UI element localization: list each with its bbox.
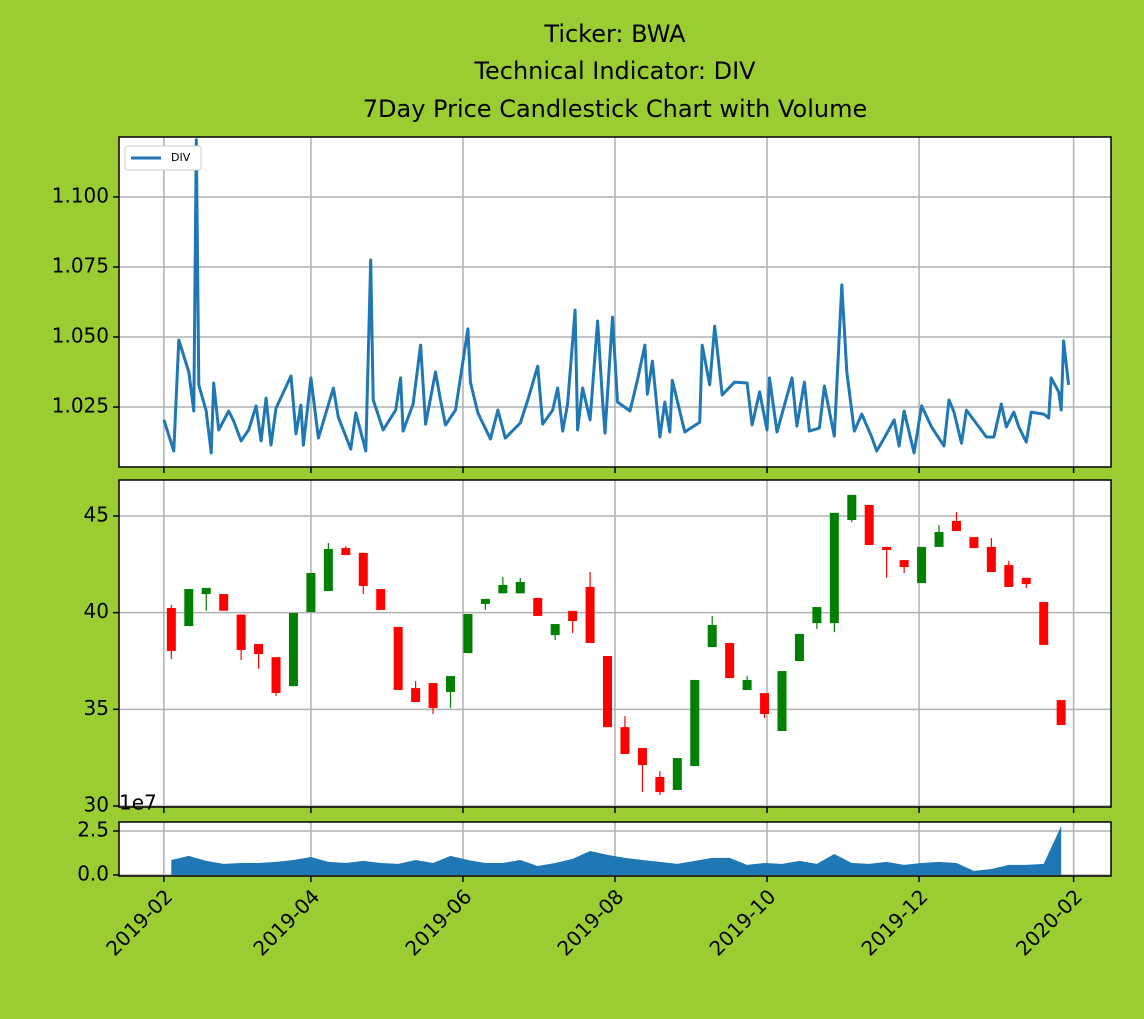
candle-body xyxy=(254,643,264,655)
plot-layer xyxy=(119,137,1111,467)
candle-body xyxy=(794,633,804,662)
y-tick-label: 45 xyxy=(84,502,109,526)
candle-body xyxy=(236,614,246,650)
candle-body xyxy=(882,546,892,551)
y-tick-label: 1.025 xyxy=(52,394,109,418)
offset-label: 1e7 xyxy=(119,791,157,815)
candle-body xyxy=(445,676,455,692)
candle-body xyxy=(899,560,909,568)
y-tick-label: 35 xyxy=(84,696,109,720)
candle-body xyxy=(672,758,682,790)
div-line xyxy=(162,138,1071,455)
title-line: Technical Indicator: DIV xyxy=(473,57,756,85)
candle-body xyxy=(847,494,857,521)
candle-body xyxy=(411,688,421,702)
candle-body xyxy=(358,552,368,586)
candle-body xyxy=(498,585,508,594)
volume-area xyxy=(171,826,1062,875)
candle-body xyxy=(533,597,543,616)
candle-body xyxy=(951,520,961,532)
candle-body xyxy=(707,625,717,648)
plot-layer xyxy=(119,480,1111,807)
candle-body xyxy=(655,777,665,793)
candle-body xyxy=(463,614,473,654)
y-tick-label: 40 xyxy=(84,599,109,623)
candle-body xyxy=(341,548,351,556)
candle-body xyxy=(568,610,578,621)
candle-body xyxy=(219,594,229,611)
candle-body xyxy=(306,573,316,613)
candle-body xyxy=(166,608,176,651)
candle-body xyxy=(637,748,647,766)
candle-body xyxy=(201,587,211,595)
candle-body xyxy=(603,655,613,728)
legend-box xyxy=(124,145,202,171)
y-tick-label: 30 xyxy=(84,793,109,817)
candle-body xyxy=(393,626,403,691)
y-tick-label: 1.075 xyxy=(52,253,109,277)
candle-body xyxy=(480,598,490,604)
plot-layer xyxy=(119,822,1111,876)
candle-body xyxy=(934,532,944,547)
candle-body xyxy=(986,546,996,573)
plot-frame xyxy=(118,479,1112,808)
candle-body xyxy=(323,549,333,591)
candle-body xyxy=(184,589,194,626)
candle-body xyxy=(864,504,874,545)
candle-body xyxy=(515,581,525,594)
candle-body xyxy=(812,607,822,624)
candle-body xyxy=(742,679,752,691)
plot-frame xyxy=(118,821,1112,877)
title-line: Ticker: BWA xyxy=(543,20,686,48)
candle-body xyxy=(725,643,735,679)
candle-body xyxy=(550,624,560,636)
candle-body xyxy=(585,586,595,644)
candle-body xyxy=(969,537,979,549)
candle-body xyxy=(376,589,386,610)
plot-frame xyxy=(118,136,1112,468)
candle-body xyxy=(690,679,700,767)
y-tick-label: 1.100 xyxy=(52,183,109,207)
candle-body xyxy=(777,671,787,732)
candle-body xyxy=(1056,700,1066,726)
candle-body xyxy=(829,512,839,624)
candle-body xyxy=(288,613,298,687)
candle-body xyxy=(620,727,630,755)
candle-body xyxy=(271,657,281,693)
title-line: 7Day Price Candlestick Chart with Volume xyxy=(363,95,868,123)
y-tick-label: 1.050 xyxy=(52,324,109,348)
candle-body xyxy=(1039,602,1049,645)
y-tick-label: 2.5 xyxy=(77,817,109,841)
candle-body xyxy=(917,546,927,584)
candle-body xyxy=(1004,565,1014,587)
candle-body xyxy=(1021,577,1031,585)
candle-body xyxy=(428,683,438,708)
y-tick-label: 0.0 xyxy=(77,861,109,885)
candle-body xyxy=(760,693,770,714)
legend-label: DIV xyxy=(171,151,191,164)
